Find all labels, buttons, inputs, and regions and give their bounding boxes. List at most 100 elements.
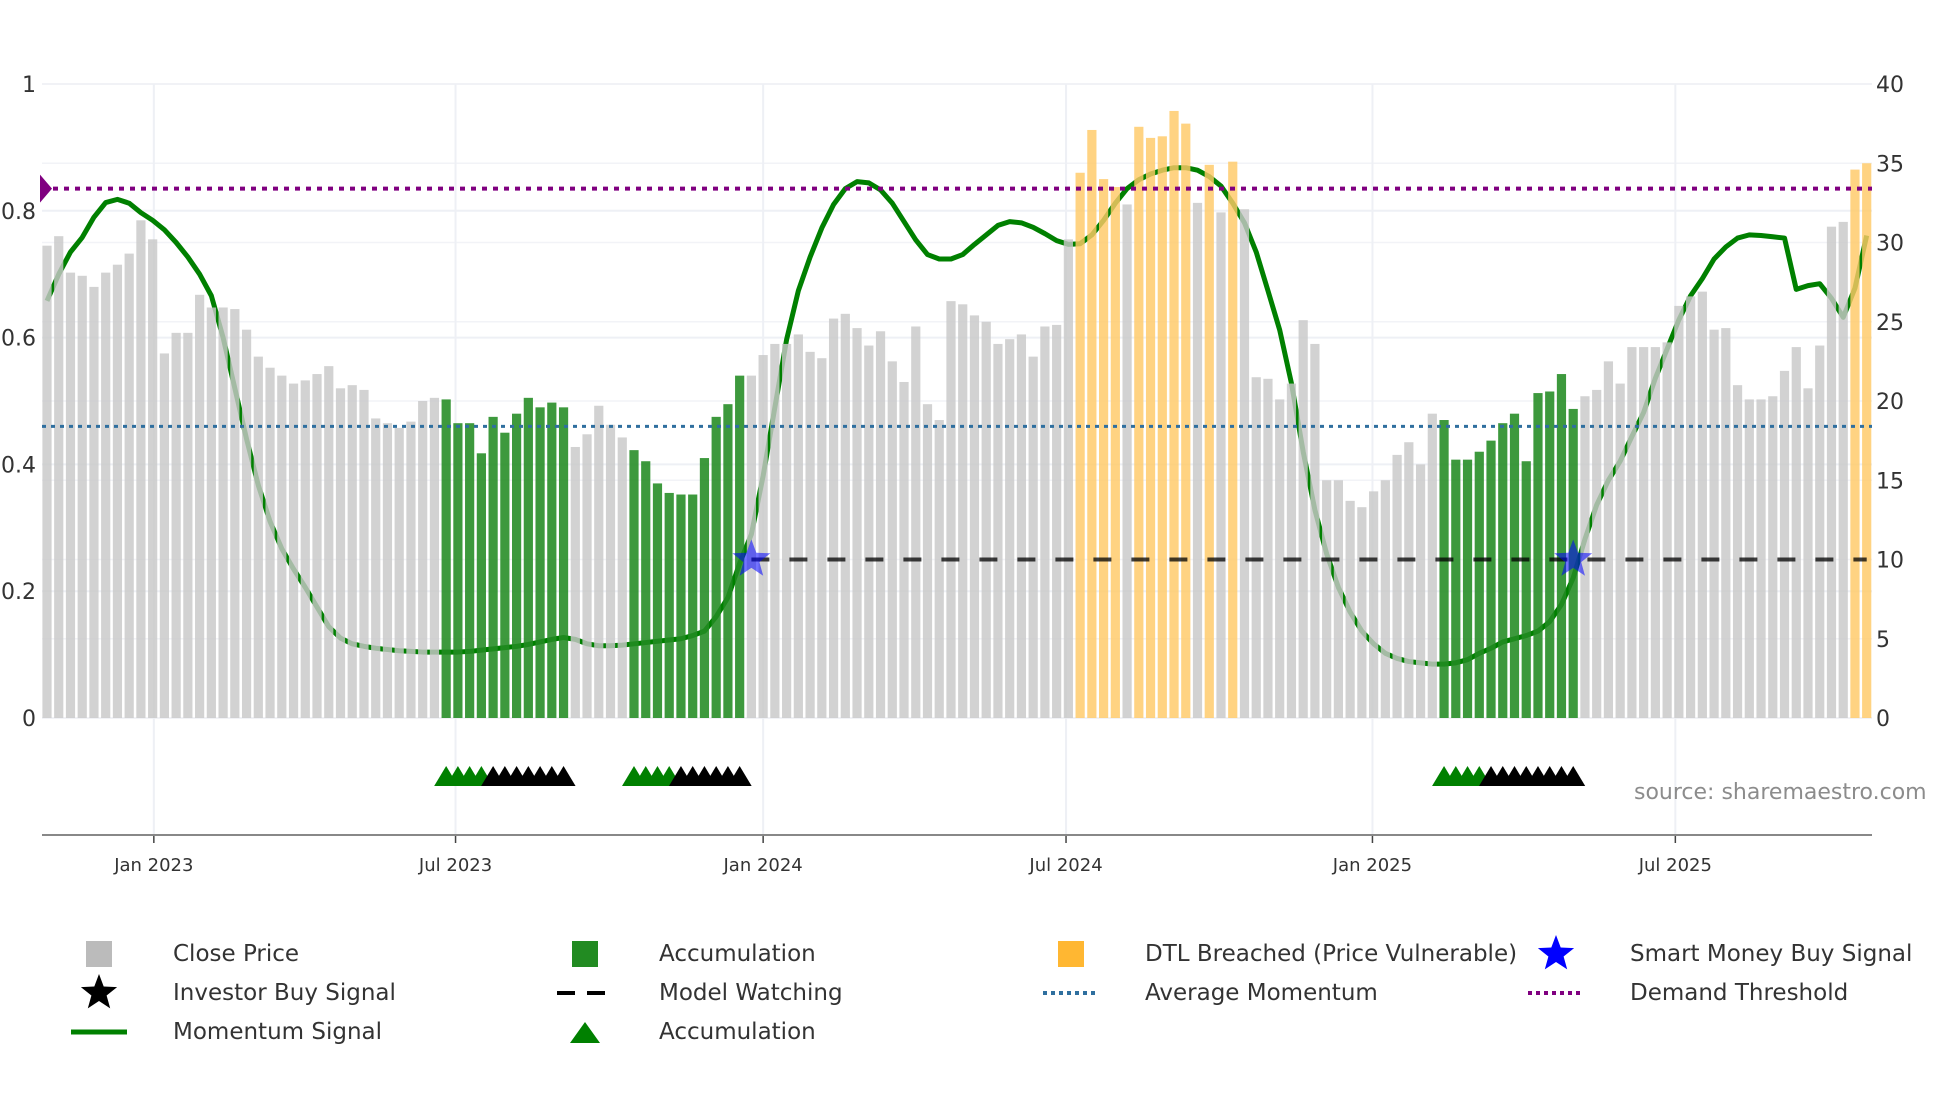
close-price-bar — [230, 309, 240, 718]
close-price-bar — [934, 420, 944, 718]
dtl-breached-bar — [1862, 163, 1872, 718]
left-tick-label: 1 — [22, 73, 36, 98]
right-tick-label: 40 — [1876, 73, 1904, 98]
close-price-bar — [1251, 377, 1261, 718]
close-price-bar — [1650, 347, 1660, 718]
close-price-bar — [1333, 480, 1343, 718]
accumulation-bar — [523, 397, 533, 718]
close-price-bar — [1028, 356, 1038, 718]
close-price-bar — [218, 307, 228, 718]
close-price-bar — [1345, 500, 1355, 718]
right-tick-label: 0 — [1876, 707, 1890, 732]
accumulation-bar — [1498, 423, 1508, 718]
dtl-breached-bar — [1134, 126, 1144, 719]
close-price-bar — [899, 381, 909, 718]
right-tick-label: 15 — [1876, 469, 1904, 494]
dtl-breached-bar — [1145, 137, 1156, 718]
accumulation-bar — [465, 423, 475, 718]
close-price-bar — [1192, 202, 1203, 718]
right-tick-label: 5 — [1876, 628, 1890, 653]
close-price-bar — [265, 367, 275, 718]
close-price-bar — [981, 321, 991, 718]
close-price-bar — [406, 421, 416, 718]
close-price-bar — [183, 332, 193, 718]
right-tick-label: 35 — [1876, 152, 1904, 177]
close-price-bar — [101, 272, 111, 718]
accumulation-bar — [1462, 459, 1473, 718]
close-price-bar — [65, 272, 76, 718]
left-tick-label: 0.2 — [1, 580, 36, 605]
close-price-bar — [770, 343, 780, 718]
close-price-bar — [1040, 326, 1050, 718]
x-tick-label: Jan 2023 — [113, 855, 193, 876]
x-tick-label: Jul 2025 — [1638, 855, 1712, 876]
close-price-bar — [1756, 399, 1766, 718]
close-price-bar — [1674, 305, 1684, 718]
close-price-bar — [1427, 413, 1437, 718]
close-price-bar — [1592, 389, 1602, 718]
close-price-bar — [969, 315, 980, 718]
close-price-bar — [617, 437, 627, 718]
close-price-bar — [828, 318, 839, 718]
accumulation-bar — [500, 432, 510, 718]
markers — [434, 539, 1593, 786]
accumulation-bar — [735, 375, 745, 718]
accumulation-bar — [1556, 374, 1567, 718]
close-price-bar — [958, 304, 968, 718]
accumulation-bar — [1486, 440, 1496, 718]
close-price-bar — [1275, 399, 1285, 718]
close-price-bar — [89, 286, 99, 718]
close-price-bar — [148, 239, 158, 718]
close-price-bar — [206, 307, 216, 718]
close-price-bar — [1005, 339, 1015, 718]
close-price-bar — [136, 220, 146, 718]
close-price-bar — [582, 434, 592, 718]
close-price-bar — [124, 253, 134, 718]
close-price-bar — [1322, 480, 1332, 718]
accumulation-bar — [723, 404, 733, 718]
close-price-bar — [1838, 221, 1848, 718]
x-tick-label: Jul 2024 — [1028, 855, 1102, 876]
close-price-bar — [159, 353, 169, 718]
close-price-bar — [852, 328, 862, 718]
close-price-bar — [1216, 212, 1226, 718]
close-price-bar — [371, 418, 381, 718]
close-price-bar — [1686, 296, 1696, 718]
close-price-bar — [171, 332, 181, 718]
close-price-bar — [1697, 291, 1707, 718]
accumulation-bar — [1521, 461, 1531, 718]
investor-buy-triangle — [551, 766, 576, 786]
accumulation-bar — [476, 453, 486, 718]
close-price-bar — [1803, 388, 1813, 718]
close-price-bar — [418, 401, 428, 718]
accumulation-bar — [711, 416, 721, 718]
dtl-breached-bar — [1075, 172, 1085, 718]
close-price-bar — [394, 427, 404, 718]
accumulation-bar — [558, 407, 569, 718]
source-note: source: sharemaestro.com — [1634, 780, 1927, 805]
right-tick-label: 20 — [1876, 390, 1904, 415]
close-price-bar — [805, 351, 815, 718]
close-price-bar — [864, 345, 874, 718]
close-price-bar — [312, 374, 322, 718]
close-price-bar — [1239, 209, 1250, 718]
smart-money-buy-star — [1554, 539, 1593, 576]
close-price-bar — [605, 424, 616, 718]
accumulation-bar — [676, 494, 686, 718]
close-price-bar — [195, 294, 205, 718]
right-tick-label: 10 — [1876, 549, 1904, 574]
close-price-bar — [758, 355, 768, 718]
close-price-bar — [1369, 491, 1379, 718]
close-price-bar — [887, 361, 897, 718]
close-price-bar — [1627, 347, 1637, 718]
bars — [42, 110, 1872, 719]
close-price-bar — [570, 446, 580, 718]
close-price-bar — [1357, 507, 1367, 718]
close-price-bar — [1721, 328, 1731, 718]
close-price-bar — [1603, 361, 1614, 718]
close-price-bar — [429, 397, 440, 718]
close-price-bar — [1791, 347, 1801, 718]
accumulation-bar — [453, 423, 463, 718]
close-price-bar — [347, 385, 357, 718]
